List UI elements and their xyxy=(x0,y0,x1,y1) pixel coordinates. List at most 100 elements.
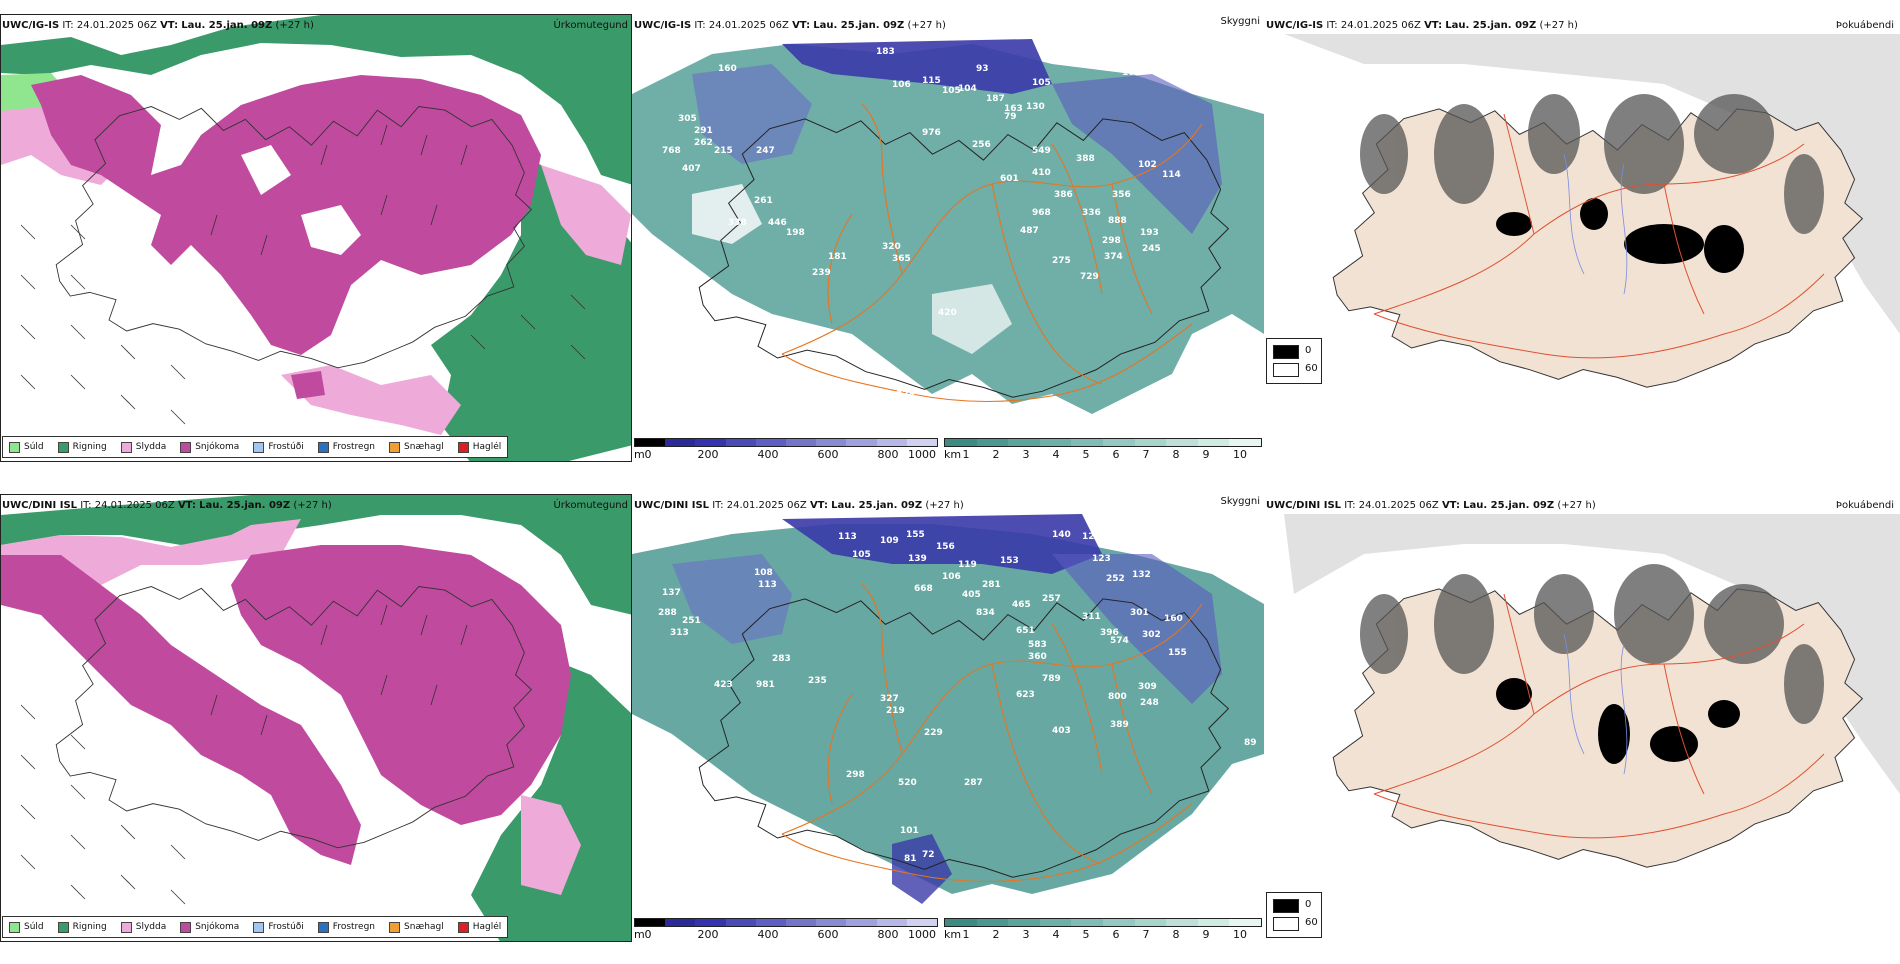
legend-swatch xyxy=(457,441,469,453)
fog-legend-swatch-high xyxy=(1273,345,1299,359)
cloud-label: 109 xyxy=(1122,68,1141,78)
precip-type-panel: UWC/IG-IS IT: 24.01.2025 06Z VT: Lau. 25… xyxy=(0,14,632,484)
fog-legend: 0 60 xyxy=(1266,892,1322,938)
cloud-label: 283 xyxy=(772,654,791,664)
snow-area xyxy=(1,555,361,865)
legend-label: Haglél xyxy=(472,442,502,452)
fog-map xyxy=(1264,34,1900,464)
vis-tick: 5 xyxy=(1082,448,1090,461)
colorbars: m 0 200 400 600 800 1000 km 1 2 3 4 5 6 … xyxy=(632,438,1264,472)
fog-cores xyxy=(1496,678,1740,764)
model-name: UWC/IG-IS xyxy=(1266,20,1324,31)
cloud-label: 420 xyxy=(938,308,957,318)
road-network xyxy=(781,103,1203,403)
cloud-label: 360 xyxy=(1028,652,1047,662)
fog-title: Þokuábendi xyxy=(1835,500,1894,511)
fog-map-svg xyxy=(1284,514,1900,868)
it-label: IT: xyxy=(712,500,724,511)
cloud-label: 374 xyxy=(1104,252,1123,262)
fog-cores xyxy=(1496,198,1744,273)
legend-label: Frostregn xyxy=(332,922,376,932)
it-label: IT: xyxy=(1326,20,1338,31)
legend-label: Frostregn xyxy=(332,442,376,452)
cloud-label: 298 xyxy=(1102,236,1121,246)
cloud-label: 104 xyxy=(958,84,977,94)
vis-tick: 8 xyxy=(1172,448,1180,461)
precip-map-svg xyxy=(1,495,631,941)
it-label: IT: xyxy=(80,500,92,511)
vt-label: VT: xyxy=(1424,20,1443,31)
cloud-label: 405 xyxy=(962,590,981,600)
model-name: UWC/DINI ISL xyxy=(1266,500,1342,511)
vt-value: Lau. 25.jan. 09Z xyxy=(199,500,291,511)
legend-item-drizzle: Súld xyxy=(9,441,44,453)
cloud-label: 298 xyxy=(846,770,865,780)
legend-label: Slydda xyxy=(135,442,167,452)
cloud-label: 114 xyxy=(1162,170,1181,180)
legend-label: Haglél xyxy=(472,922,502,932)
legend-item-freezing-drizzle: Frostúði xyxy=(253,441,304,453)
cloud-label: 291 xyxy=(694,126,713,136)
legend-swatch xyxy=(389,441,401,453)
cloud-label: 487 xyxy=(1020,226,1039,236)
vt-label: VT: xyxy=(809,500,828,511)
legend-label: Snjókoma xyxy=(195,922,240,932)
model-name: UWC/DINI ISL xyxy=(2,500,78,511)
fog-legend-swatch-low xyxy=(1273,917,1299,931)
cloud-label: 101 xyxy=(900,826,919,836)
road-network xyxy=(781,583,1203,883)
cloud-label: 160 xyxy=(1164,614,1183,624)
no-precip-gap xyxy=(301,205,361,255)
cloud-label: 261 xyxy=(754,196,773,206)
fog-legend-low: 60 xyxy=(1305,363,1318,374)
wind-barbs xyxy=(20,604,468,905)
road-network xyxy=(1373,113,1825,359)
cloud-label: 132 xyxy=(1132,570,1151,580)
vis-tick: 9 xyxy=(1202,928,1210,941)
cloud-label: 215 xyxy=(714,146,733,156)
cloud-base-labels: 160 183 93 106 115 105 104 187 163 130 1… xyxy=(632,34,1264,444)
fog-shading xyxy=(1360,564,1824,724)
it-value: 24.01.2025 06Z xyxy=(726,500,807,511)
cloud-label: 119 xyxy=(958,560,977,570)
cloud-label: 396 xyxy=(1100,628,1119,638)
fog-title: Þokuábendi xyxy=(1835,20,1894,31)
vt-value: Lau. 25.jan. 09Z xyxy=(1463,500,1555,511)
cloud-label: 257 xyxy=(1042,594,1061,604)
fog-legend: 0 60 xyxy=(1266,338,1322,384)
vis-tick: 9 xyxy=(1202,448,1210,461)
cloud-label: 668 xyxy=(914,584,933,594)
legend-item-freezing-drizzle: Frostúði xyxy=(253,921,304,933)
cloud-label: 108 xyxy=(754,568,773,578)
cloud-label: 115 xyxy=(922,76,941,86)
legend-label: Frostúði xyxy=(268,442,304,452)
cloud-label: 423 xyxy=(714,680,733,690)
it-value: 24.01.2025 06Z xyxy=(708,20,789,31)
fog-legend-low: 60 xyxy=(1305,917,1318,928)
lead-time: (+27 h) xyxy=(1557,500,1596,511)
lead-time: (+27 h) xyxy=(925,500,964,511)
legend-item-snow: Snjókoma xyxy=(180,441,239,453)
cloud-tick: 1000 xyxy=(908,448,936,461)
vt-value: Lau. 25.jan. 09Z xyxy=(1445,20,1537,31)
legend-item-hail: Haglél xyxy=(457,921,502,933)
legend-swatch xyxy=(120,921,132,933)
vt-label: VT: xyxy=(1441,500,1460,511)
precip-type-title: Úrkomutegund xyxy=(553,500,628,511)
cloud-label: 287 xyxy=(964,778,983,788)
cloud-tick: 1000 xyxy=(908,928,936,941)
rivers xyxy=(1563,153,1628,295)
cloud-base-colorbar xyxy=(634,918,938,927)
fog-legend-swatch-high xyxy=(1273,899,1299,913)
cloud-label: 309 xyxy=(1138,682,1157,692)
rain-area xyxy=(1,495,631,615)
it-value: 24.01.2025 06Z xyxy=(76,20,157,31)
cloud-label: 446 xyxy=(768,218,787,228)
cloud-label: 102 xyxy=(1138,160,1157,170)
cloud-tick: 600 xyxy=(817,448,839,461)
snow-area xyxy=(31,75,541,355)
legend-swatch xyxy=(457,921,469,933)
cloud-label: 386 xyxy=(1054,190,1073,200)
cloud-label: 156 xyxy=(936,542,955,552)
clear-area-2 xyxy=(932,284,1012,354)
